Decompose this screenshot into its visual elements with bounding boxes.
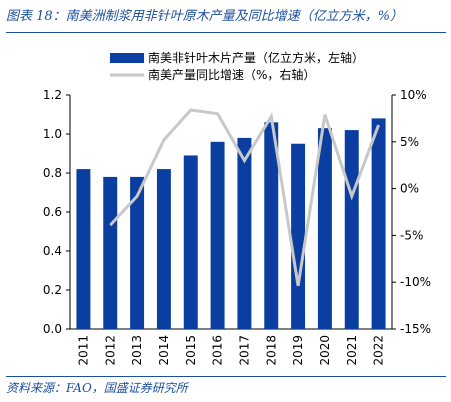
source-rule — [6, 376, 446, 377]
x-tick-label: 2019 — [291, 335, 305, 366]
y-left-tick-label: 0.0 — [43, 322, 62, 336]
y-right-tick-label: 10% — [400, 88, 427, 102]
line-series — [109, 108, 381, 287]
bar — [103, 176, 118, 329]
y-left-tick-label: 1.0 — [43, 127, 62, 141]
x-tick-label: 2022 — [372, 335, 386, 366]
x-tick-label: 2021 — [345, 335, 359, 366]
y-left-tick-label: 0.8 — [43, 166, 62, 180]
y-right-tick-label: -10% — [400, 275, 431, 289]
bar — [156, 169, 171, 329]
figure-title: 图表 18：南美洲制浆用非针叶原木产量及同比增速（亿立方米，%） — [6, 9, 404, 24]
y-left-tick-label: 0.4 — [43, 244, 62, 258]
legend-label-bar: 南美非针叶木片产量（亿立方米，左轴） — [148, 50, 364, 65]
y-left-tick-label: 0.6 — [43, 205, 62, 219]
x-tick-label: 2018 — [264, 335, 278, 366]
bar — [76, 169, 91, 329]
y-right-tick-label: -15% — [400, 322, 431, 336]
x-tick-label: 2015 — [184, 335, 198, 366]
bar — [130, 176, 145, 329]
axes: 0.0 0.2 0.4 0.6 0.8 1.0 1.2 -15% -10% -5% 0% 5% 10% 2… — [43, 88, 431, 366]
y-right-tick-label: 0% — [400, 182, 419, 196]
title-rule — [6, 32, 446, 33]
bar — [264, 122, 279, 329]
bar — [210, 141, 225, 329]
growth-line — [109, 108, 381, 287]
y-left-tick-label: 0.2 — [43, 283, 62, 297]
legend-label-line: 南美产量同比增速（%，右轴） — [148, 67, 315, 82]
x-tick-label: 2014 — [157, 335, 171, 366]
x-tick-label: 2013 — [130, 335, 144, 366]
x-tick-label: 2011 — [76, 335, 90, 366]
y-left-tick-label: 1.2 — [43, 88, 62, 102]
bar-series — [76, 118, 386, 330]
bar — [291, 143, 306, 329]
bar — [317, 128, 332, 329]
y-right-tick-label: 5% — [400, 135, 419, 149]
x-tick-label: 2020 — [318, 335, 332, 366]
bar — [237, 137, 252, 329]
x-tick-label: 2012 — [103, 335, 117, 366]
x-tick-label: 2016 — [211, 335, 225, 366]
legend-swatch-bar — [110, 53, 144, 63]
bar — [183, 155, 198, 329]
source-note: 资料来源：FAO，国盛证券研究所 — [6, 381, 188, 395]
legend: 南美非针叶木片产量（亿立方米，左轴） 南美产量同比增速（%，右轴） — [110, 50, 364, 82]
bar — [344, 130, 359, 329]
x-tick-label: 2017 — [237, 335, 251, 366]
y-right-tick-label: -5% — [400, 228, 423, 242]
bar — [371, 118, 386, 330]
